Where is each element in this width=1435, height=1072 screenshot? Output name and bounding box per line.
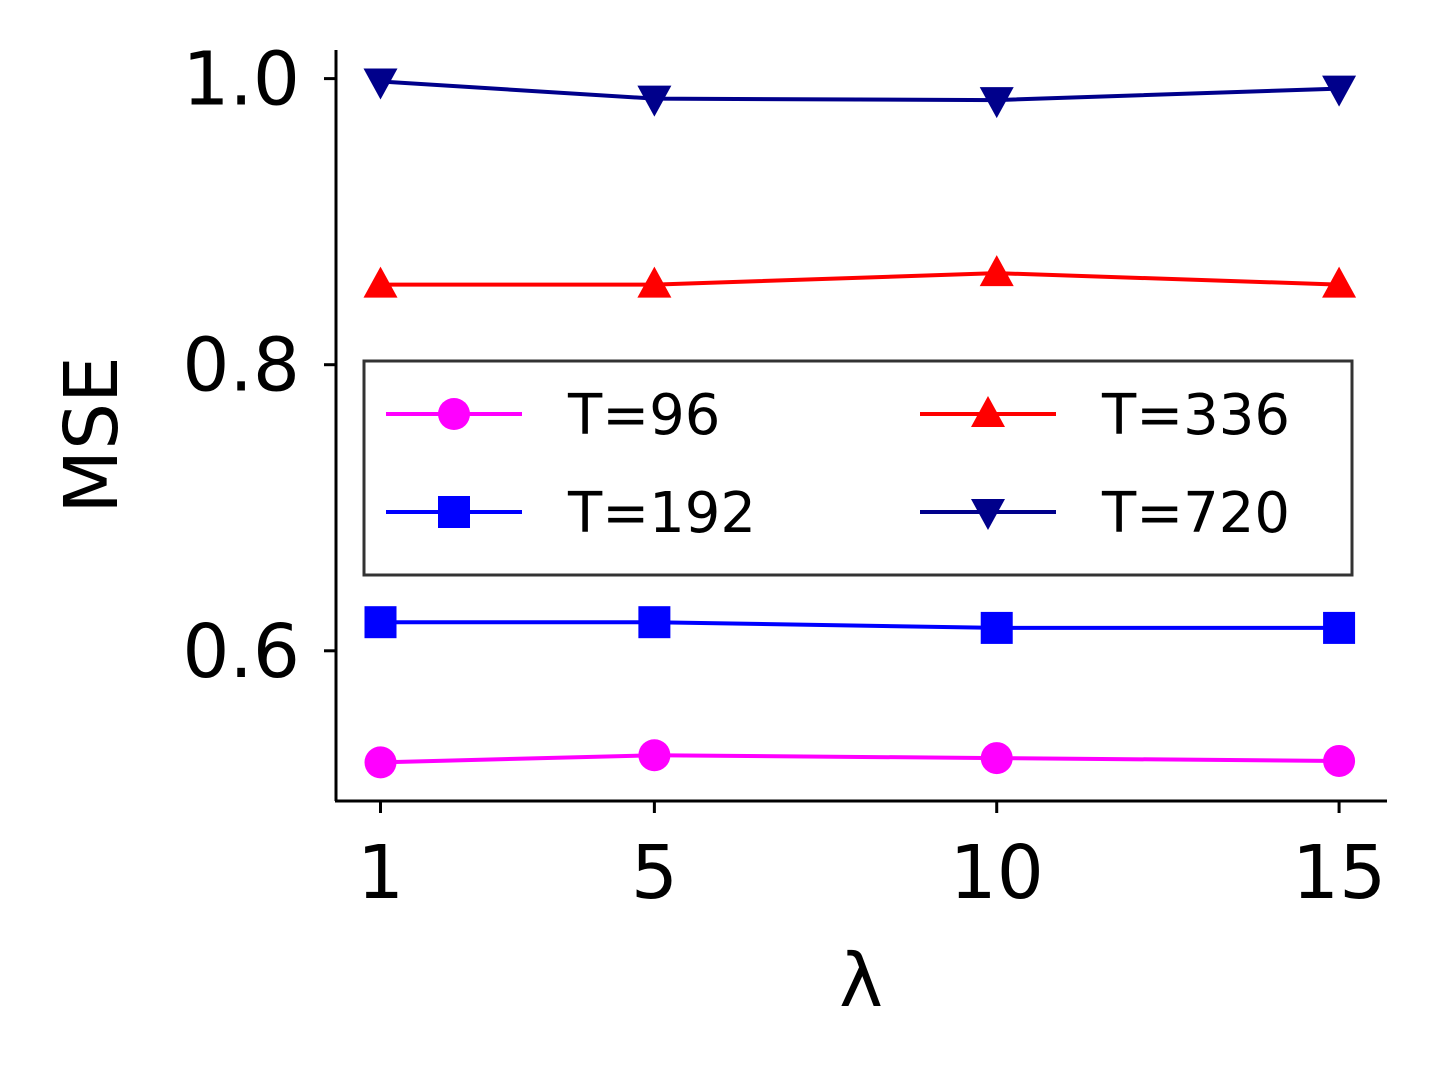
legend-label: T=96 xyxy=(567,383,720,448)
y-tick-label: 0.8 xyxy=(182,323,300,409)
series-t-96 xyxy=(364,739,1356,779)
data-point xyxy=(980,742,1013,775)
series-t-192 xyxy=(364,606,1356,644)
legend-entry: T=720 xyxy=(920,481,1290,546)
data-point xyxy=(638,606,671,639)
legend-marker xyxy=(438,496,470,528)
data-point xyxy=(364,746,397,779)
data-point xyxy=(637,266,672,298)
legend-entry: T=96 xyxy=(386,383,720,448)
data-point xyxy=(363,266,398,298)
legend-label: T=720 xyxy=(1101,481,1290,546)
data-point xyxy=(1322,266,1357,298)
legend-marker xyxy=(971,499,1005,530)
data-point xyxy=(638,739,671,772)
data-point xyxy=(979,255,1014,287)
x-tick-label: 5 xyxy=(631,830,678,916)
data-point xyxy=(1323,744,1356,777)
data-point xyxy=(980,611,1013,644)
y-tick-label: 0.6 xyxy=(182,609,300,695)
data-point xyxy=(1322,75,1357,107)
series-line xyxy=(380,620,1340,630)
data-point xyxy=(637,85,672,117)
data-point xyxy=(979,87,1014,119)
series-layer xyxy=(363,68,1357,779)
legend: T=96 T=192 T=336 T=720 xyxy=(362,359,1354,577)
legend-label: T=192 xyxy=(567,481,756,546)
data-point xyxy=(363,68,398,100)
legend-entry: T=192 xyxy=(386,481,756,546)
x-tick-label: 1 xyxy=(357,830,404,916)
legend-marker xyxy=(971,396,1005,427)
data-point xyxy=(364,606,397,639)
x-tick-label: 15 xyxy=(1292,830,1386,916)
series-line xyxy=(380,753,1340,765)
x-tick-label: 10 xyxy=(950,830,1044,916)
legend-marker xyxy=(438,398,470,430)
y-axis-label: MSE xyxy=(49,356,135,514)
series-t-336 xyxy=(363,255,1357,298)
x-axis-label: λ xyxy=(839,938,883,1024)
ticks-layer: 1 5 10 150.60.81.0 xyxy=(182,37,1386,916)
legend-entry: T=336 xyxy=(920,383,1290,448)
series-t-720 xyxy=(363,68,1357,119)
data-point xyxy=(1323,611,1356,644)
series-line xyxy=(380,79,1340,103)
legend-label: T=336 xyxy=(1101,383,1290,448)
y-tick-label: 1.0 xyxy=(182,37,300,123)
legend-frame xyxy=(362,359,1354,577)
series-line xyxy=(380,271,1340,287)
